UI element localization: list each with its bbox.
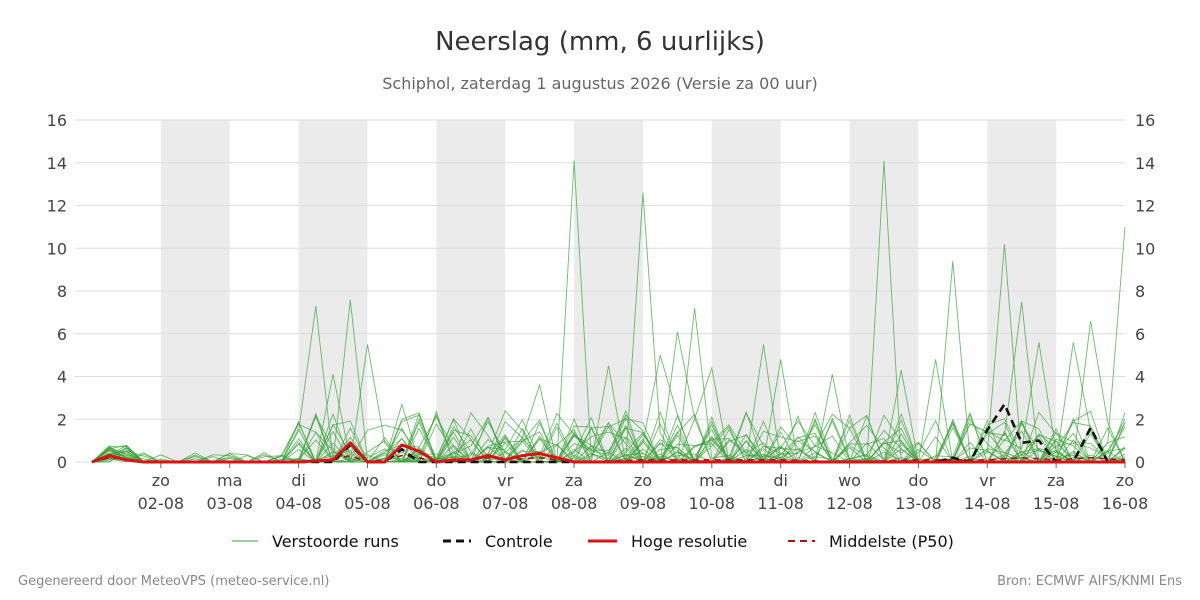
y-tick-label-left: 0	[57, 453, 67, 472]
x-tick-date: 11-08	[757, 494, 804, 513]
legend-label: Controle	[485, 532, 553, 551]
main-series-lines	[91, 403, 1126, 464]
x-tick-day: ma	[699, 471, 724, 490]
y-tick-label-right: 12	[1135, 197, 1155, 216]
x-tick-day: za	[1047, 471, 1065, 490]
x-tick-date: 12-08	[826, 494, 873, 513]
x-tick-day: do	[426, 471, 446, 490]
y-tick-label-left: 14	[47, 154, 67, 173]
x-tick-date: 02-08	[138, 494, 185, 513]
x-tick-date: 16-08	[1102, 494, 1149, 513]
x-tick-day: vr	[979, 471, 995, 490]
x-tick-day: za	[565, 471, 583, 490]
y-tick-label-left: 2	[57, 410, 67, 429]
x-tick-day: zo	[634, 471, 652, 490]
y-axis-ticks: 0 0 2 2 4 4 6 6 8 8 10 10 12 12 14 14 16 16	[47, 111, 1156, 472]
x-tick-day: wo	[356, 471, 379, 490]
x-tick-day: do	[908, 471, 928, 490]
footer-source: Bron: ECMWF AIFS/KNMI Ens	[997, 574, 1182, 589]
y-tick-label-right: 8	[1135, 282, 1145, 301]
y-tick-label-left: 16	[47, 111, 67, 130]
x-tick-date: 07-08	[482, 494, 529, 513]
x-tick-date: 06-08	[413, 494, 460, 513]
legend: Verstoorde runs Controle Hoge resolutie Mid…	[232, 532, 954, 551]
y-tick-label-right: 14	[1135, 154, 1155, 173]
x-tick-day: di	[291, 471, 306, 490]
chart-subtitle: Schiphol, zaterdag 1 augustus 2026 (Vers…	[382, 74, 817, 93]
x-tick-day: ma	[217, 471, 242, 490]
y-tick-label-left: 8	[57, 282, 67, 301]
y-tick-label-right: 2	[1135, 410, 1145, 429]
x-tick-date: 03-08	[206, 494, 253, 513]
legend-label: Middelste (P50)	[829, 532, 954, 551]
x-tick-day: wo	[838, 471, 861, 490]
y-tick-label-left: 10	[47, 239, 67, 258]
y-tick-label-left: 12	[47, 197, 67, 216]
y-tick-label-right: 16	[1135, 111, 1155, 130]
y-tick-label-right: 0	[1135, 453, 1145, 472]
x-tick-date: 13-08	[895, 494, 942, 513]
y-tick-label-left: 4	[57, 368, 67, 387]
series-line-red-thick	[91, 441, 1125, 464]
series-line-red-dashed	[91, 454, 1126, 463]
x-tick-day: vr	[497, 471, 513, 490]
x-tick-date: 14-08	[964, 494, 1011, 513]
y-tick-label-right: 4	[1135, 368, 1145, 387]
x-tick-date: 15-08	[1033, 494, 1080, 513]
x-tick-date: 04-08	[275, 494, 322, 513]
y-tick-label-left: 6	[57, 325, 67, 344]
legend-label: Verstoorde runs	[272, 532, 399, 551]
chart-title: Neerslag (mm, 6 uurlijks)	[435, 27, 765, 57]
y-tick-label-right: 6	[1135, 325, 1145, 344]
x-tick-date: 09-08	[620, 494, 667, 513]
x-tick-day: zo	[152, 471, 170, 490]
legend-label: Hoge resolutie	[631, 532, 747, 551]
footer-generated-by: Gegenereerd door MeteoVPS (meteo-service…	[18, 574, 329, 589]
y-tick-label-right: 10	[1135, 239, 1155, 258]
x-tick-date: 10-08	[689, 494, 736, 513]
x-tick-date: 05-08	[344, 494, 391, 513]
x-tick-date: 08-08	[551, 494, 598, 513]
x-axis-ticks: zo 02-08 ma 03-08 di 04-08 wo 05-08 do 06-08 vr 07-…	[138, 462, 1149, 513]
x-tick-day: di	[773, 471, 788, 490]
x-tick-day: zo	[1116, 471, 1134, 490]
